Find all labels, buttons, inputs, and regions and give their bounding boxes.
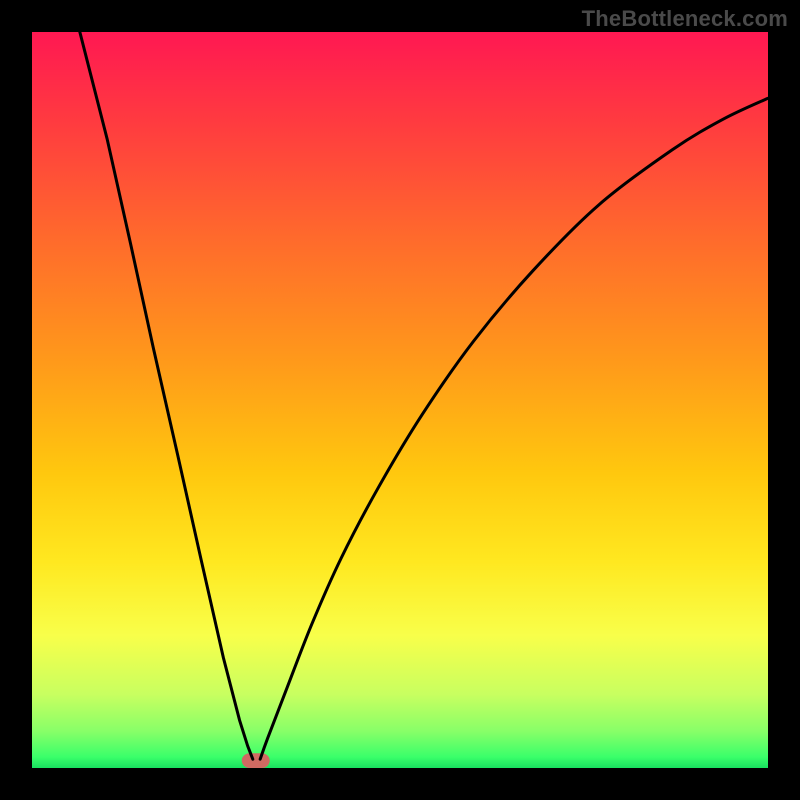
optimal-marker (242, 753, 270, 768)
watermark-text: TheBottleneck.com (582, 6, 788, 32)
bottleneck-chart (0, 0, 800, 800)
chart-container: TheBottleneck.com (0, 0, 800, 800)
plot-background (32, 32, 768, 768)
